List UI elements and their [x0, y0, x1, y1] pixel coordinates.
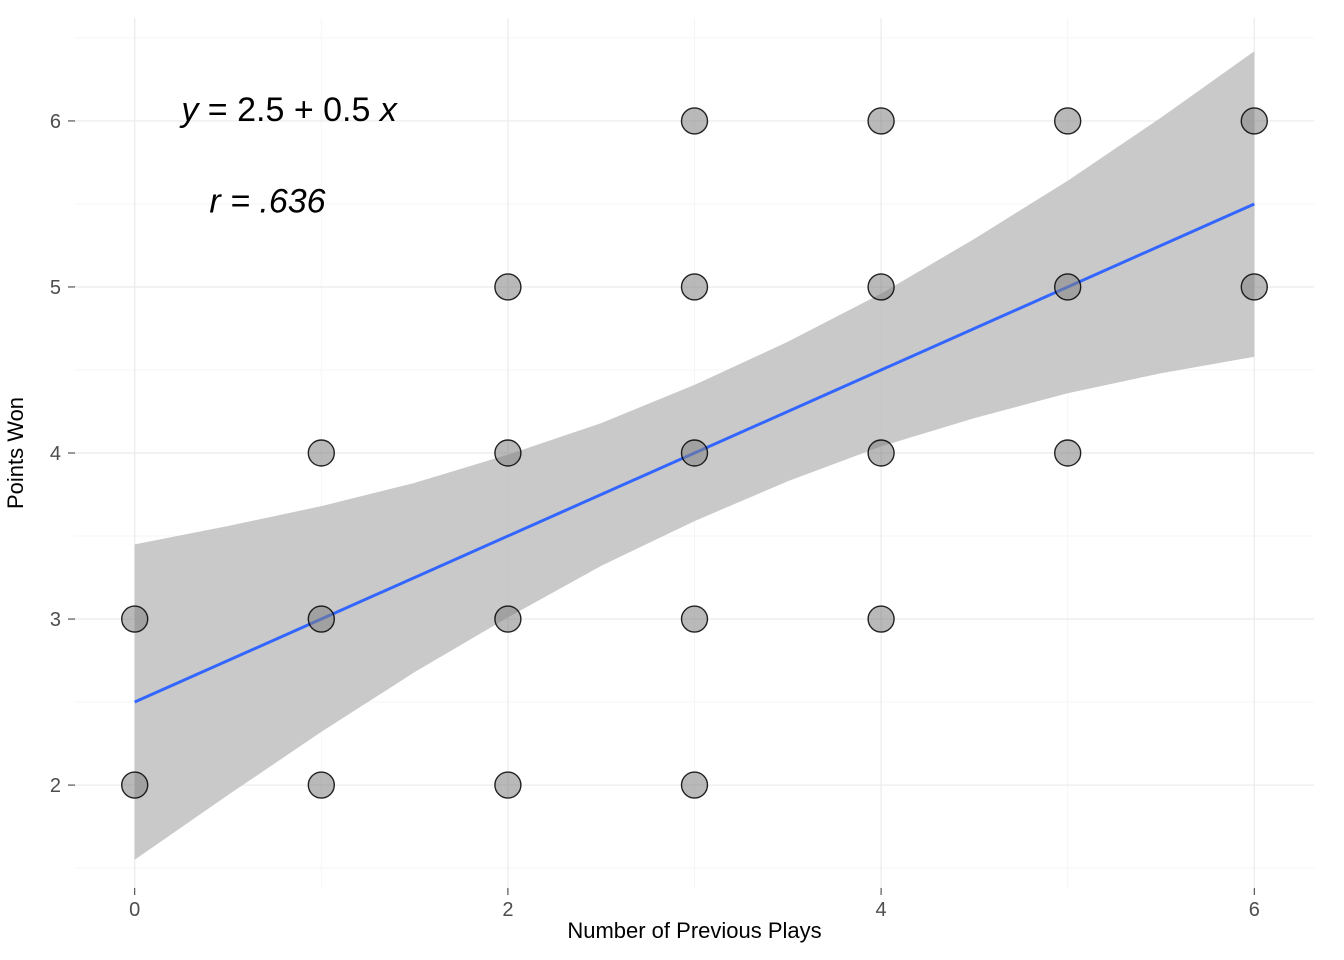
- data-point: [682, 606, 708, 632]
- data-point: [122, 606, 148, 632]
- data-point: [1241, 108, 1267, 134]
- data-point: [1055, 108, 1081, 134]
- data-point: [1055, 274, 1081, 300]
- x-tick-label: 6: [1249, 899, 1260, 921]
- data-point: [495, 772, 521, 798]
- data-point: [495, 606, 521, 632]
- x-tick-label: 4: [876, 899, 887, 921]
- data-point: [868, 274, 894, 300]
- data-point: [122, 772, 148, 798]
- chart-svg: 0 2 4 6 2 3 4 5 6 Number of Previous Plays Points …: [0, 0, 1344, 960]
- data-point: [495, 274, 521, 300]
- data-point: [868, 606, 894, 632]
- y-tick-label: 2: [50, 775, 61, 797]
- data-point: [1055, 440, 1081, 466]
- equation-annotation: y = 2.5 + 0.5 x: [179, 91, 397, 129]
- y-tick-label: 3: [50, 609, 61, 631]
- data-point: [868, 108, 894, 134]
- y-tick-label: 5: [50, 277, 61, 299]
- correlation-annotation: r = .636: [209, 182, 325, 220]
- x-tick-label: 2: [502, 899, 513, 921]
- data-point: [495, 440, 521, 466]
- y-axis-label: Points Won: [3, 397, 28, 509]
- data-point: [682, 274, 708, 300]
- data-point: [682, 108, 708, 134]
- scatter-chart: 0 2 4 6 2 3 4 5 6 Number of Previous Plays Points …: [0, 0, 1344, 960]
- data-point: [308, 772, 334, 798]
- data-point: [682, 772, 708, 798]
- data-point: [868, 440, 894, 466]
- y-tick-label: 4: [50, 443, 61, 465]
- data-point: [682, 440, 708, 466]
- x-tick-label: 0: [129, 899, 140, 921]
- data-point: [308, 440, 334, 466]
- data-point: [1241, 274, 1267, 300]
- y-tick-label: 6: [50, 111, 61, 133]
- data-point: [308, 606, 334, 632]
- x-axis-label: Number of Previous Plays: [567, 918, 821, 943]
